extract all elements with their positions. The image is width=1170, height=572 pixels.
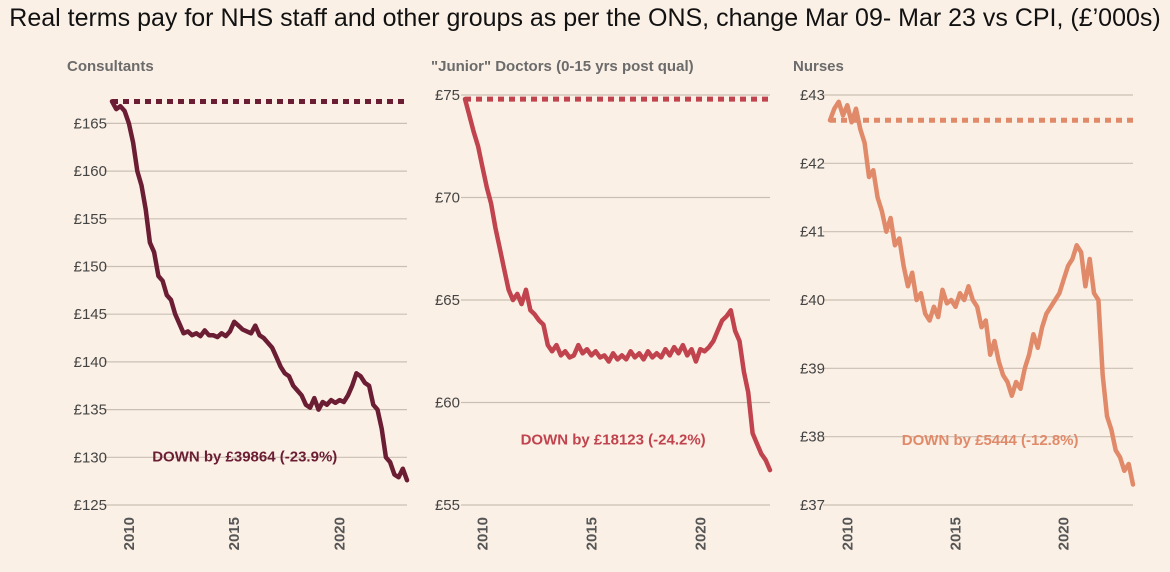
y-tick-label: £41 — [800, 224, 825, 241]
y-tick-label: £160 — [74, 163, 107, 180]
figure-title: Real terms pay for NHS staff and other g… — [9, 4, 1161, 32]
y-tick-label: £130 — [74, 449, 107, 466]
panel-title: Nurses — [793, 58, 844, 75]
panel-3: Nurses £37 £38 £39 £40 £41 £42 £43 2010 2015 2020 D… — [793, 58, 1136, 550]
series-line-1 — [109, 99, 410, 483]
y-tick-label: £40 — [800, 292, 825, 309]
x-tick-label: 2020 — [1056, 517, 1073, 550]
annotation-label: DOWN by £39864 (-23.9%) — [152, 448, 337, 465]
x-tick-label: 2010 — [121, 517, 138, 550]
y-tick-label: £75 — [435, 87, 460, 104]
y-tick-label: £65 — [435, 292, 460, 309]
annotation-label: DOWN by £5444 (-12.8%) — [902, 432, 1079, 449]
series-line-1 — [462, 96, 773, 473]
y-tick-label: £155 — [74, 211, 107, 228]
y-tick-label: £55 — [435, 497, 460, 514]
panel-2: "Junior" Doctors (0-15 yrs post qual) £55… — [431, 58, 773, 550]
y-tick-label: £165 — [74, 115, 107, 132]
x-tick-label: 2020 — [332, 517, 349, 550]
y-tick-label: £37 — [800, 497, 825, 514]
y-tick-label: £42 — [800, 155, 825, 172]
y-tick-label: £70 — [435, 190, 460, 207]
series-line-1 — [827, 99, 1136, 487]
x-tick-label: 2015 — [583, 517, 600, 550]
panel-title: Consultants — [67, 58, 154, 75]
y-tick-label: £38 — [800, 429, 825, 446]
panel-1: Consultants £125 £130 £135 £140 £145 £150 £155 £… — [67, 58, 410, 550]
y-tick-label: £125 — [74, 497, 107, 514]
y-tick-label: £43 — [800, 87, 825, 104]
x-tick-label: 2015 — [948, 517, 965, 550]
y-tick-label: £140 — [74, 354, 107, 371]
annotation-label: DOWN by £18123 (-24.2%) — [521, 431, 706, 448]
panel-title: "Junior" Doctors (0-15 yrs post qual) — [431, 58, 694, 75]
y-tick-label: £60 — [435, 395, 460, 412]
x-tick-label: 2010 — [474, 517, 491, 550]
x-tick-label: 2015 — [226, 517, 243, 550]
y-tick-label: £150 — [74, 258, 107, 275]
x-tick-label: 2010 — [839, 517, 856, 550]
x-tick-label: 2020 — [692, 517, 709, 550]
y-tick-label: £39 — [800, 360, 825, 377]
y-tick-label: £135 — [74, 402, 107, 419]
y-tick-label: £145 — [74, 306, 107, 323]
